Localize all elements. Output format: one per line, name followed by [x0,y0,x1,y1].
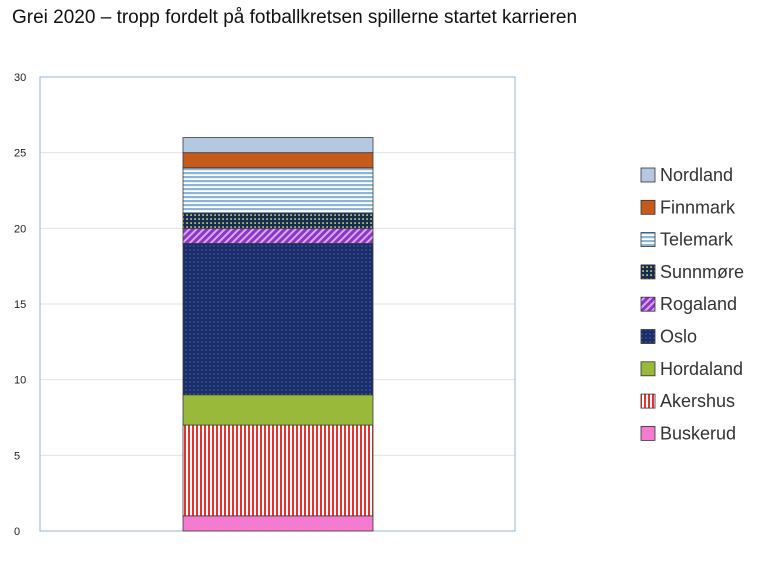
y-tick-label: 25 [14,148,26,160]
legend-label: Nordland [660,165,733,185]
y-tick-label: 20 [14,223,26,235]
bar-segment-finnmark [182,152,374,169]
legend-label: Oslo [660,327,697,347]
y-tick-label: 10 [14,375,26,387]
y-tick-label: 5 [14,450,20,462]
bar-segment-nordland [182,137,374,154]
legend-swatch-finnmark [640,199,656,215]
legend-swatch-oslo [640,329,656,344]
bar-segment-buskerud [182,515,374,532]
y-tick-label: 0 [14,526,20,538]
legend-label: Akershus [660,391,735,411]
bar-segment-rogaland [182,227,374,244]
legend-swatch-nordland [640,167,656,183]
bar-segment-sunnmøre [182,212,374,229]
legend-swatch-hordaland [640,361,656,377]
legend-label: Rogaland [660,294,737,314]
legend-label: Hordaland [660,359,743,379]
legend-label: Finnmark [660,197,736,217]
legend-swatch-buskerud [640,425,656,441]
legend-swatch-telemark [640,232,656,248]
chart-title: Grei 2020 – tropp fordelt på fotballkret… [12,7,578,28]
legend-swatch-sunnmøre [640,264,656,280]
legend-label: Buskerud [660,423,736,443]
y-tick-label: 15 [14,299,26,311]
legend-swatch-rogaland [640,296,656,312]
legend-swatch-akershus [640,393,656,409]
bar-segment-telemark [182,167,374,214]
bar-segment-oslo [182,243,374,396]
bar-segment-hordaland [182,394,374,426]
bar-segment-akershus [182,424,374,517]
legend-label: Telemark [660,230,734,250]
y-tick-label: 30 [14,72,26,84]
legend-label: Sunnmøre [660,262,744,282]
